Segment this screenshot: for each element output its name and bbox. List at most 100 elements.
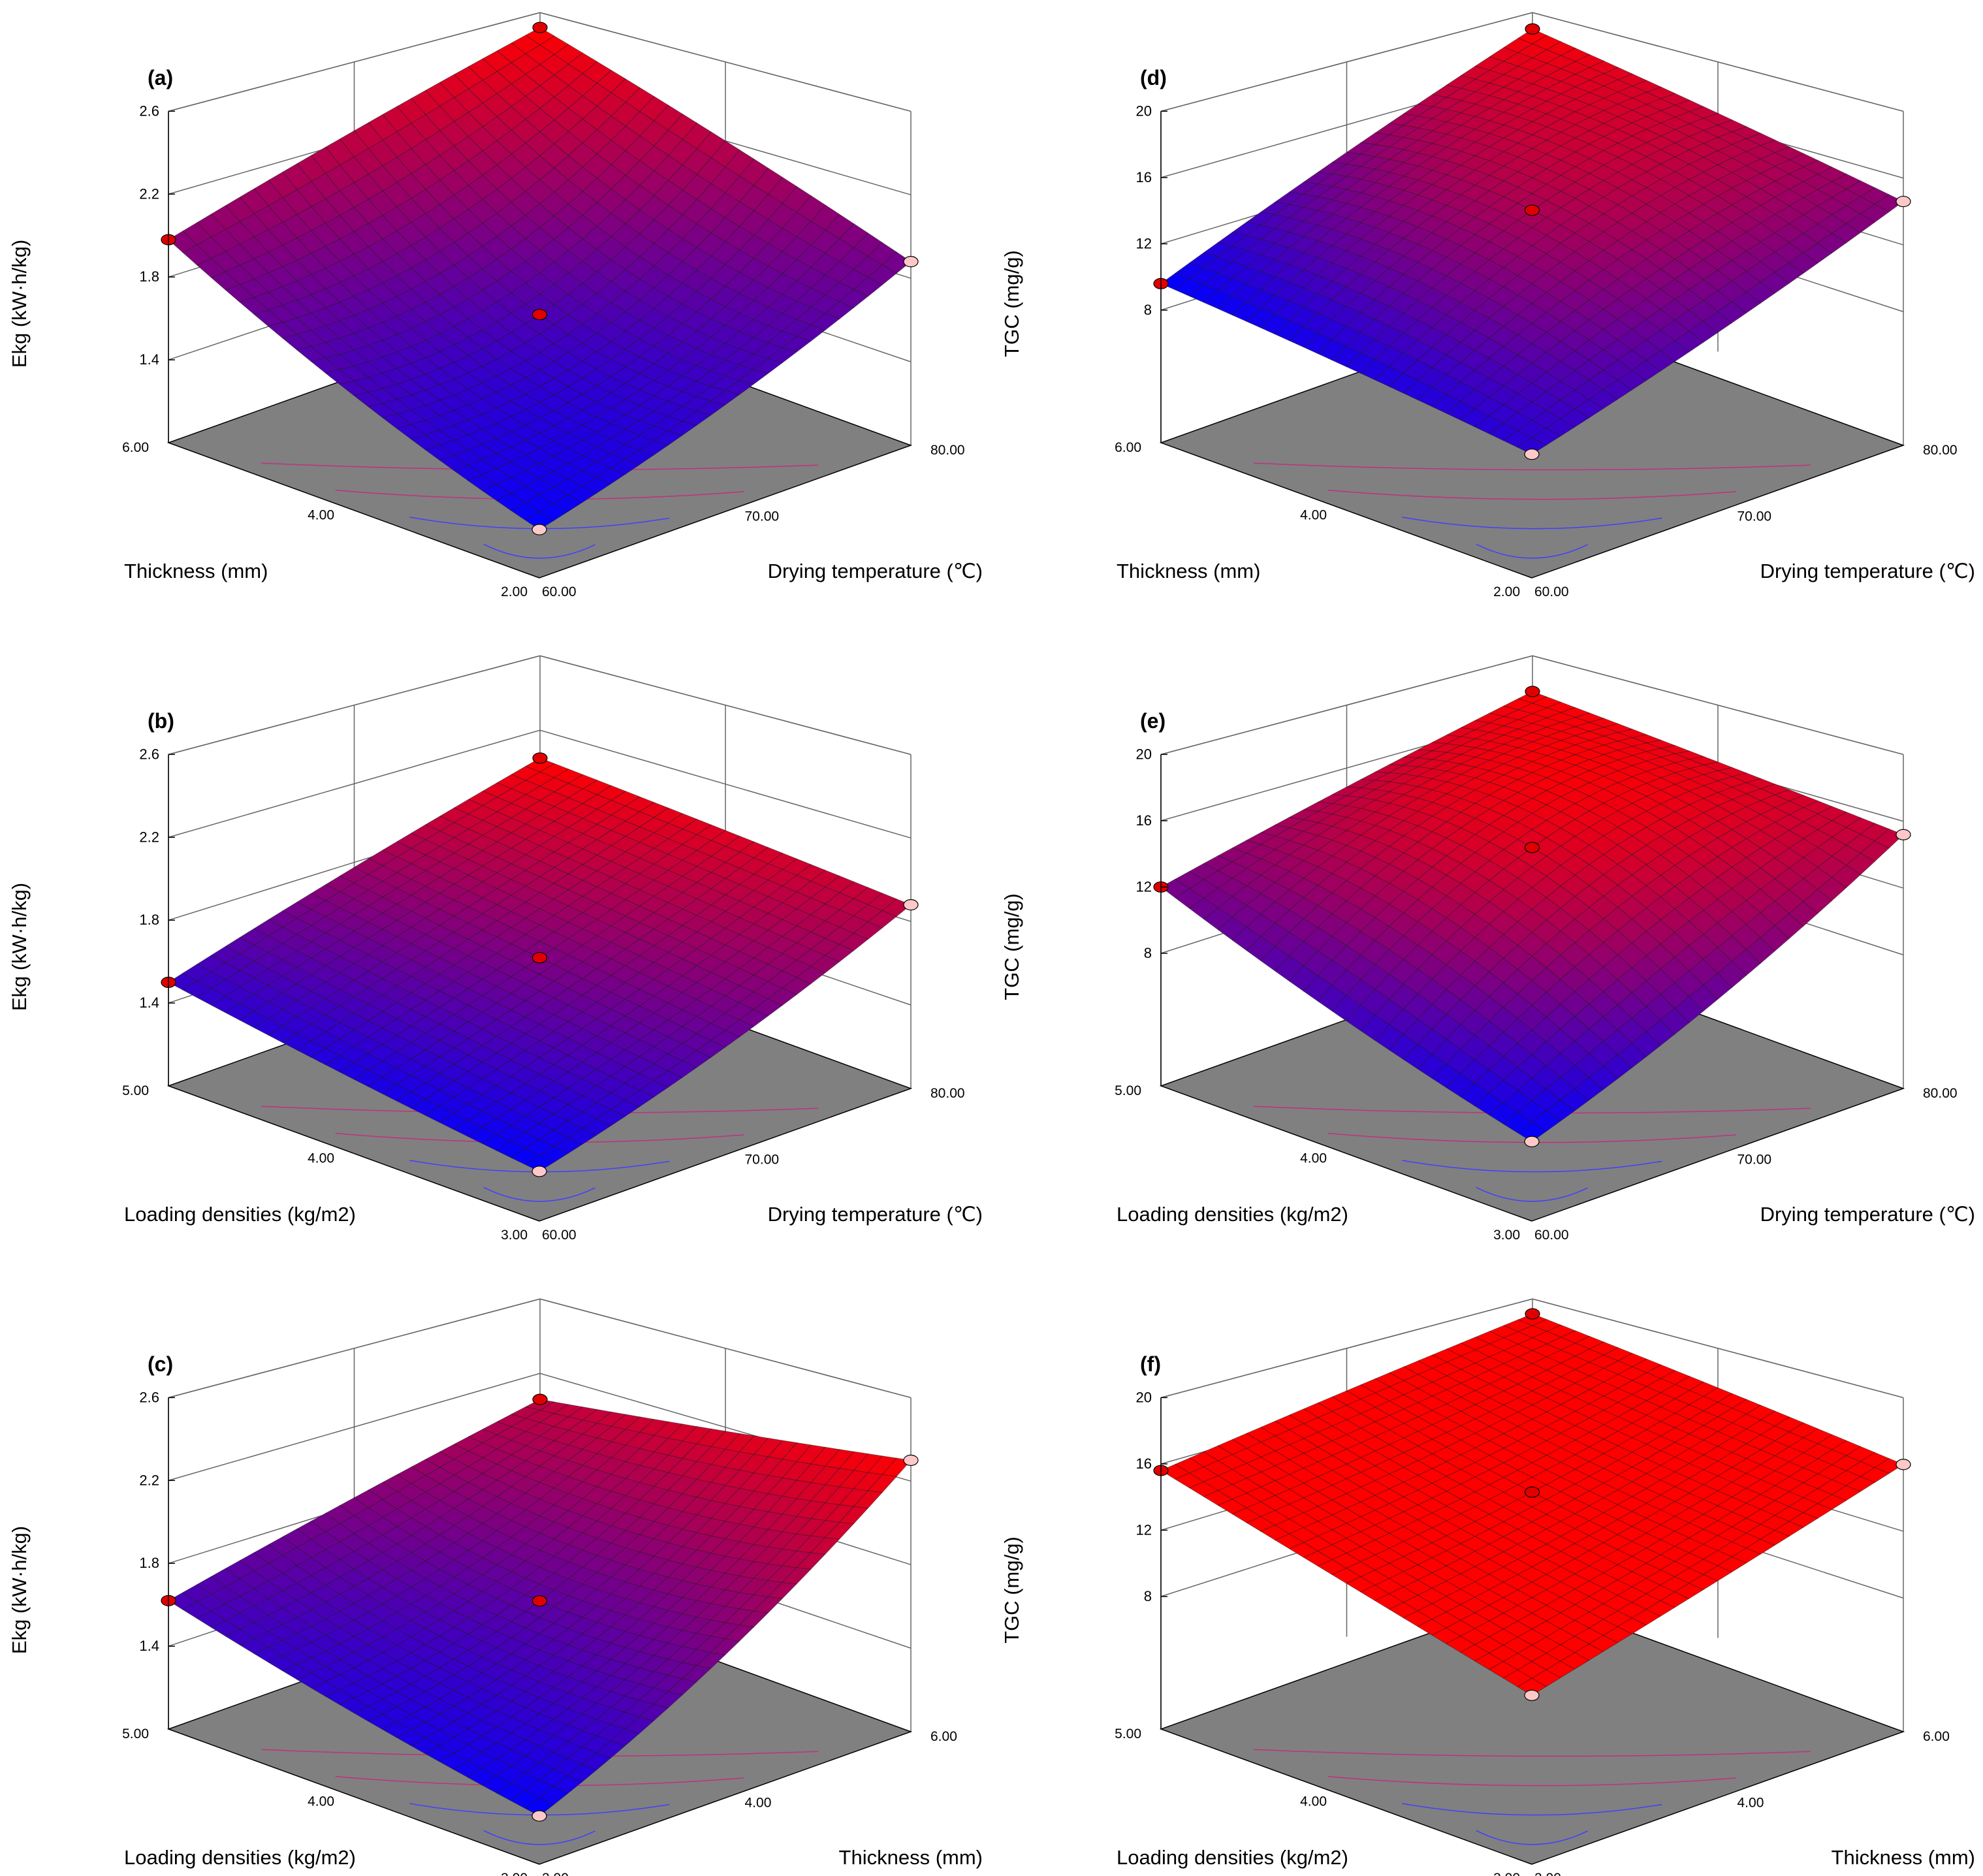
right-axis-tick-label: 60.00 [1534,1228,1569,1243]
left-axis-tick-label: 5.00 [1115,1726,1141,1741]
surface-mesh [1160,1313,1904,1696]
wall-top-edge [168,12,912,112]
design-point [531,524,547,535]
left-axis-tick-label: 4.00 [308,508,334,523]
design-point [532,752,548,764]
z-tick-label: 2.2 [139,185,159,202]
chart-panel-f: 8 12 16 20 3.00 4.00 5.00 2.00 4.00 6.00 Loading d… [1000,1298,1975,1876]
chart-panel-d: 8 12 16 20 2.00 4.00 6.00 60.00 70.00 80.00 Thickn… [1000,12,1975,599]
right-axis-tick-label: 60.00 [1534,584,1569,599]
design-point [531,1166,547,1177]
left-axis-tick-label: 3.00 [1493,1871,1520,1876]
wall-gridline [168,729,912,839]
left-axis-tick-label: 4.00 [308,1794,334,1809]
design-point [903,1454,919,1466]
right-axis-tick-label: 70.00 [1737,1153,1772,1168]
panel-label: (d) [1140,66,1167,89]
design-point-center [1524,204,1540,216]
surface-cell [524,1155,554,1172]
design-point [532,22,548,33]
right-axis-tick-label: 6.00 [1923,1729,1950,1744]
design-point-center [1524,1486,1540,1498]
design-point [1525,23,1540,35]
z-tick-label: 2.2 [139,829,159,845]
z-tick-label: 8 [1144,302,1152,318]
design-point [532,1393,548,1405]
surface-mesh [168,27,912,530]
z-axis-title: TGC (mg/g) [1000,1536,1023,1644]
right-axis-tick-label: 80.00 [930,443,965,458]
z-tick-label: 2.2 [139,1472,159,1488]
right-axis-tick-label: 4.00 [1737,1796,1764,1811]
z-tick-label: 12 [1136,878,1152,895]
right-axis-tick-label: 2.00 [1534,1871,1561,1876]
right-axis-tick-label: 4.00 [745,1796,772,1811]
z-axis: 8 12 16 20 [1136,103,1167,443]
left-axis-title: Loading densities (kg/m2) [1117,1203,1348,1226]
right-axis-title: Drying temperature (℃) [768,560,983,582]
right-axis-tick-label: 2.00 [542,1871,569,1876]
contour-line [483,1186,595,1202]
z-tick-label: 12 [1136,1521,1152,1538]
right-axis-tick-label: 70.00 [1737,509,1772,524]
contour-line [483,543,595,559]
design-point-center [1524,842,1540,853]
z-axis-title: TGC (mg/g) [1000,250,1023,357]
wall-top-edge [168,1298,912,1399]
left-axis-tick-label: 2.00 [1493,584,1520,599]
z-tick-label: 2.6 [139,746,159,762]
z-tick-label: 20 [1136,746,1152,762]
panel-label: (f) [1140,1352,1161,1376]
design-point [903,256,919,268]
left-axis-tick-label: 5.00 [1115,1083,1141,1098]
left-axis-title: Loading densities (kg/m2) [1117,1846,1348,1869]
design-point [1524,1136,1540,1147]
z-tick-label: 1.4 [139,994,159,1011]
left-axis-tick-label: 4.00 [1300,508,1327,523]
right-axis-tick-label: 70.00 [745,1153,780,1168]
left-axis-tick-label: 2.00 [501,584,528,599]
z-axis: 8 12 16 20 [1136,1389,1167,1729]
left-axis-tick-label: 3.00 [501,1871,528,1876]
right-axis-title: Thickness (mm) [839,1846,983,1869]
left-axis-tick-label: 3.00 [501,1228,528,1243]
z-axis: 1.4 1.8 2.2 2.6 [139,103,175,443]
z-tick-label: 16 [1136,169,1152,185]
design-point [1525,1308,1540,1320]
contour-line [483,1830,595,1845]
left-axis-tick-label: 6.00 [122,440,149,455]
design-point [1896,195,1911,208]
left-axis-tick-label: 5.00 [122,1083,149,1098]
chart-panel-e: 8 12 16 20 3.00 4.00 5.00 60.00 70.00 80.00 Loadin… [1000,655,1975,1243]
z-tick-label: 16 [1136,1455,1152,1472]
z-tick-label: 20 [1136,1389,1152,1405]
z-tick-label: 8 [1144,945,1152,961]
z-axis: 1.4 1.8 2.2 2.6 [139,1389,175,1729]
z-tick-label: 12 [1136,235,1152,251]
wall-top-edge [168,655,912,755]
design-point-center [531,1595,548,1607]
surface-mesh [1160,28,1904,455]
z-axis-title: Ekg (kW·h/kg) [8,883,31,1011]
z-tick-label: 2.6 [139,103,159,119]
design-point [1524,1689,1540,1701]
z-tick-label: 1.8 [139,912,159,928]
right-axis-tick-label: 80.00 [930,1086,965,1101]
right-axis-title: Drying temperature (℃) [768,1203,983,1226]
z-tick-label: 1.4 [139,1638,159,1654]
panel-label: (e) [1140,709,1166,733]
z-axis-title: Ekg (kW·h/kg) [8,1526,31,1654]
right-axis-tick-label: 60.00 [542,584,577,599]
z-axis: 8 12 16 20 [1136,746,1167,1086]
right-axis-title: Drying temperature (℃) [1760,1203,1975,1226]
design-point-center [531,309,548,321]
design-point [1896,1459,1911,1471]
z-tick-label: 1.4 [139,351,159,368]
surface-mesh [168,757,912,1172]
surface-cell [524,511,554,530]
right-axis-tick-label: 80.00 [1923,443,1958,458]
panel-label: (a) [148,66,173,89]
left-axis-title: Loading densities (kg/m2) [124,1846,356,1869]
z-tick-label: 16 [1136,812,1152,829]
